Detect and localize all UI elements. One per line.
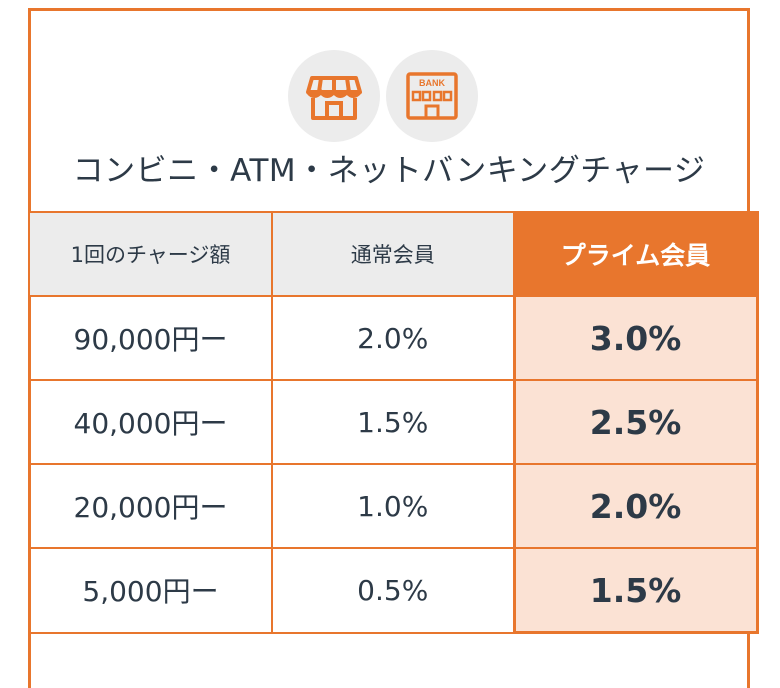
charge-amount-cell: 40,000円ー bbox=[28, 379, 273, 465]
prime-rate-cell: 2.0% bbox=[512, 463, 759, 549]
charge-rate-table: 1回のチャージ額 通常会員 プライム会員 90,000円ー 2.0% 3.0% … bbox=[28, 211, 759, 634]
prime-rate-cell: 1.5% bbox=[512, 547, 759, 634]
table-row: 20,000円ー 1.0% 2.0% bbox=[28, 463, 759, 549]
bank-icon: BANK bbox=[386, 50, 478, 142]
charge-amount-cell: 90,000円ー bbox=[28, 295, 273, 381]
header-charge-amount: 1回のチャージ額 bbox=[28, 211, 273, 297]
header-prime-member: プライム会員 bbox=[512, 211, 759, 297]
table-row: 90,000円ー 2.0% 3.0% bbox=[28, 295, 759, 381]
table-row: 5,000円ー 0.5% 1.5% bbox=[28, 547, 759, 634]
icon-row: BANK bbox=[31, 50, 747, 142]
charge-amount-cell: 20,000円ー bbox=[28, 463, 273, 549]
regular-rate-cell: 1.0% bbox=[271, 463, 515, 549]
prime-rate-cell: 2.5% bbox=[512, 379, 759, 465]
regular-rate-cell: 0.5% bbox=[271, 547, 515, 634]
convenience-store-icon bbox=[288, 50, 380, 142]
table-row: 40,000円ー 1.5% 2.5% bbox=[28, 379, 759, 465]
prime-rate-cell: 3.0% bbox=[512, 295, 759, 381]
header-regular-member: 通常会員 bbox=[271, 211, 515, 297]
charge-amount-cell: 5,000円ー bbox=[28, 547, 273, 634]
table-header-row: 1回のチャージ額 通常会員 プライム会員 bbox=[28, 211, 759, 297]
charge-rate-card: BANK コンビニ・ATM・ネットバンキングチャージ 1回のチャージ額 通常会員… bbox=[28, 8, 759, 688]
regular-rate-cell: 2.0% bbox=[271, 295, 515, 381]
regular-rate-cell: 1.5% bbox=[271, 379, 515, 465]
charge-method-heading: コンビニ・ATM・ネットバンキングチャージ bbox=[72, 153, 706, 189]
bank-sign-text: BANK bbox=[419, 78, 445, 88]
